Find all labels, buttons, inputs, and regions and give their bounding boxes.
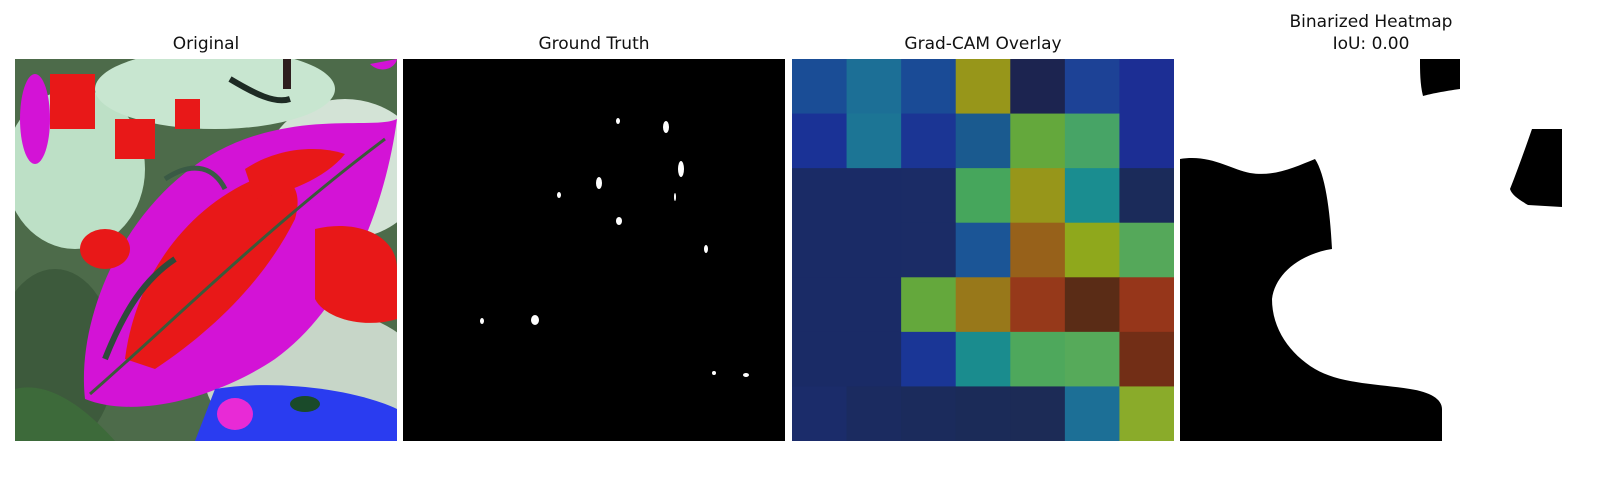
gradcam-cell: [1010, 277, 1066, 333]
gradcam-cell: [792, 59, 848, 115]
gradcam-cell: [1064, 331, 1120, 387]
binarized-panel: Binarized Heatmap IoU: 0.00: [1180, 0, 1562, 500]
original-image: [15, 59, 397, 441]
gradcam-cell: [901, 386, 957, 441]
gradcam-cell: [1064, 59, 1120, 115]
gradcam-cell: [1119, 277, 1174, 333]
gradcam-cell: [901, 168, 957, 224]
gradcam-cell: [846, 168, 902, 224]
gradcam-cell: [1119, 331, 1174, 387]
mask-svg: [403, 59, 785, 441]
original-title: Original: [172, 34, 240, 54]
gradcam-cell: [901, 113, 957, 169]
ground-truth-mask: [403, 59, 785, 441]
gradcam-grid-svg: [792, 59, 1174, 441]
gradcam-cell: [955, 386, 1011, 441]
gradcam-cell: [1064, 386, 1120, 441]
gradcam-cell: [846, 277, 902, 333]
gradcam-cell: [955, 113, 1011, 169]
gradcam-cell: [955, 168, 1011, 224]
gradcam-overlay: [792, 59, 1174, 441]
gradcam-cell: [1119, 168, 1174, 224]
original-panel: Original: [15, 0, 397, 500]
gradcam-cell: [792, 222, 848, 278]
gradcam-cell: [846, 222, 902, 278]
ground-truth-title: Ground Truth: [538, 34, 650, 54]
gradcam-cell: [792, 277, 848, 333]
binarized-svg: [1180, 59, 1562, 441]
gradcam-cell: [1119, 113, 1174, 169]
gradcam-cell: [1064, 222, 1120, 278]
gradcam-cell: [792, 331, 848, 387]
gradcam-cell: [1064, 277, 1120, 333]
leaf-photo-svg: [15, 59, 397, 441]
gradcam-cell: [1119, 386, 1174, 441]
gradcam-cell: [901, 59, 957, 115]
iou-label: IoU: 0.00: [1332, 34, 1410, 54]
gradcam-cell: [846, 386, 902, 441]
gradcam-cell: [846, 59, 902, 115]
gradcam-cell: [1010, 331, 1066, 387]
gradcam-cell: [1010, 168, 1066, 224]
gradcam-cell: [792, 113, 848, 169]
gradcam-cell: [1119, 59, 1174, 115]
gradcam-cell: [901, 277, 957, 333]
gradcam-cell: [955, 331, 1011, 387]
ground-truth-panel: Ground Truth: [403, 0, 785, 500]
gradcam-cell: [955, 59, 1011, 115]
gradcam-cell: [1119, 222, 1174, 278]
gradcam-cell: [955, 277, 1011, 333]
gradcam-panel: Grad-CAM Overlay: [792, 0, 1174, 500]
gradcam-cell: [792, 386, 848, 441]
gradcam-cell: [1064, 113, 1120, 169]
binarized-title: Binarized Heatmap: [1289, 12, 1453, 32]
gradcam-cell: [1010, 386, 1066, 441]
gradcam-cell: [792, 168, 848, 224]
gradcam-cell: [901, 331, 957, 387]
gradcam-cell: [1010, 59, 1066, 115]
gradcam-cell: [846, 113, 902, 169]
binarized-heatmap: [1180, 59, 1562, 441]
gradcam-title: Grad-CAM Overlay: [904, 34, 1062, 54]
gradcam-cell: [1064, 168, 1120, 224]
gradcam-cell: [901, 222, 957, 278]
gradcam-cell: [1010, 222, 1066, 278]
gradcam-cell: [846, 331, 902, 387]
gradcam-cell: [955, 222, 1011, 278]
gradcam-cell: [1010, 113, 1066, 169]
